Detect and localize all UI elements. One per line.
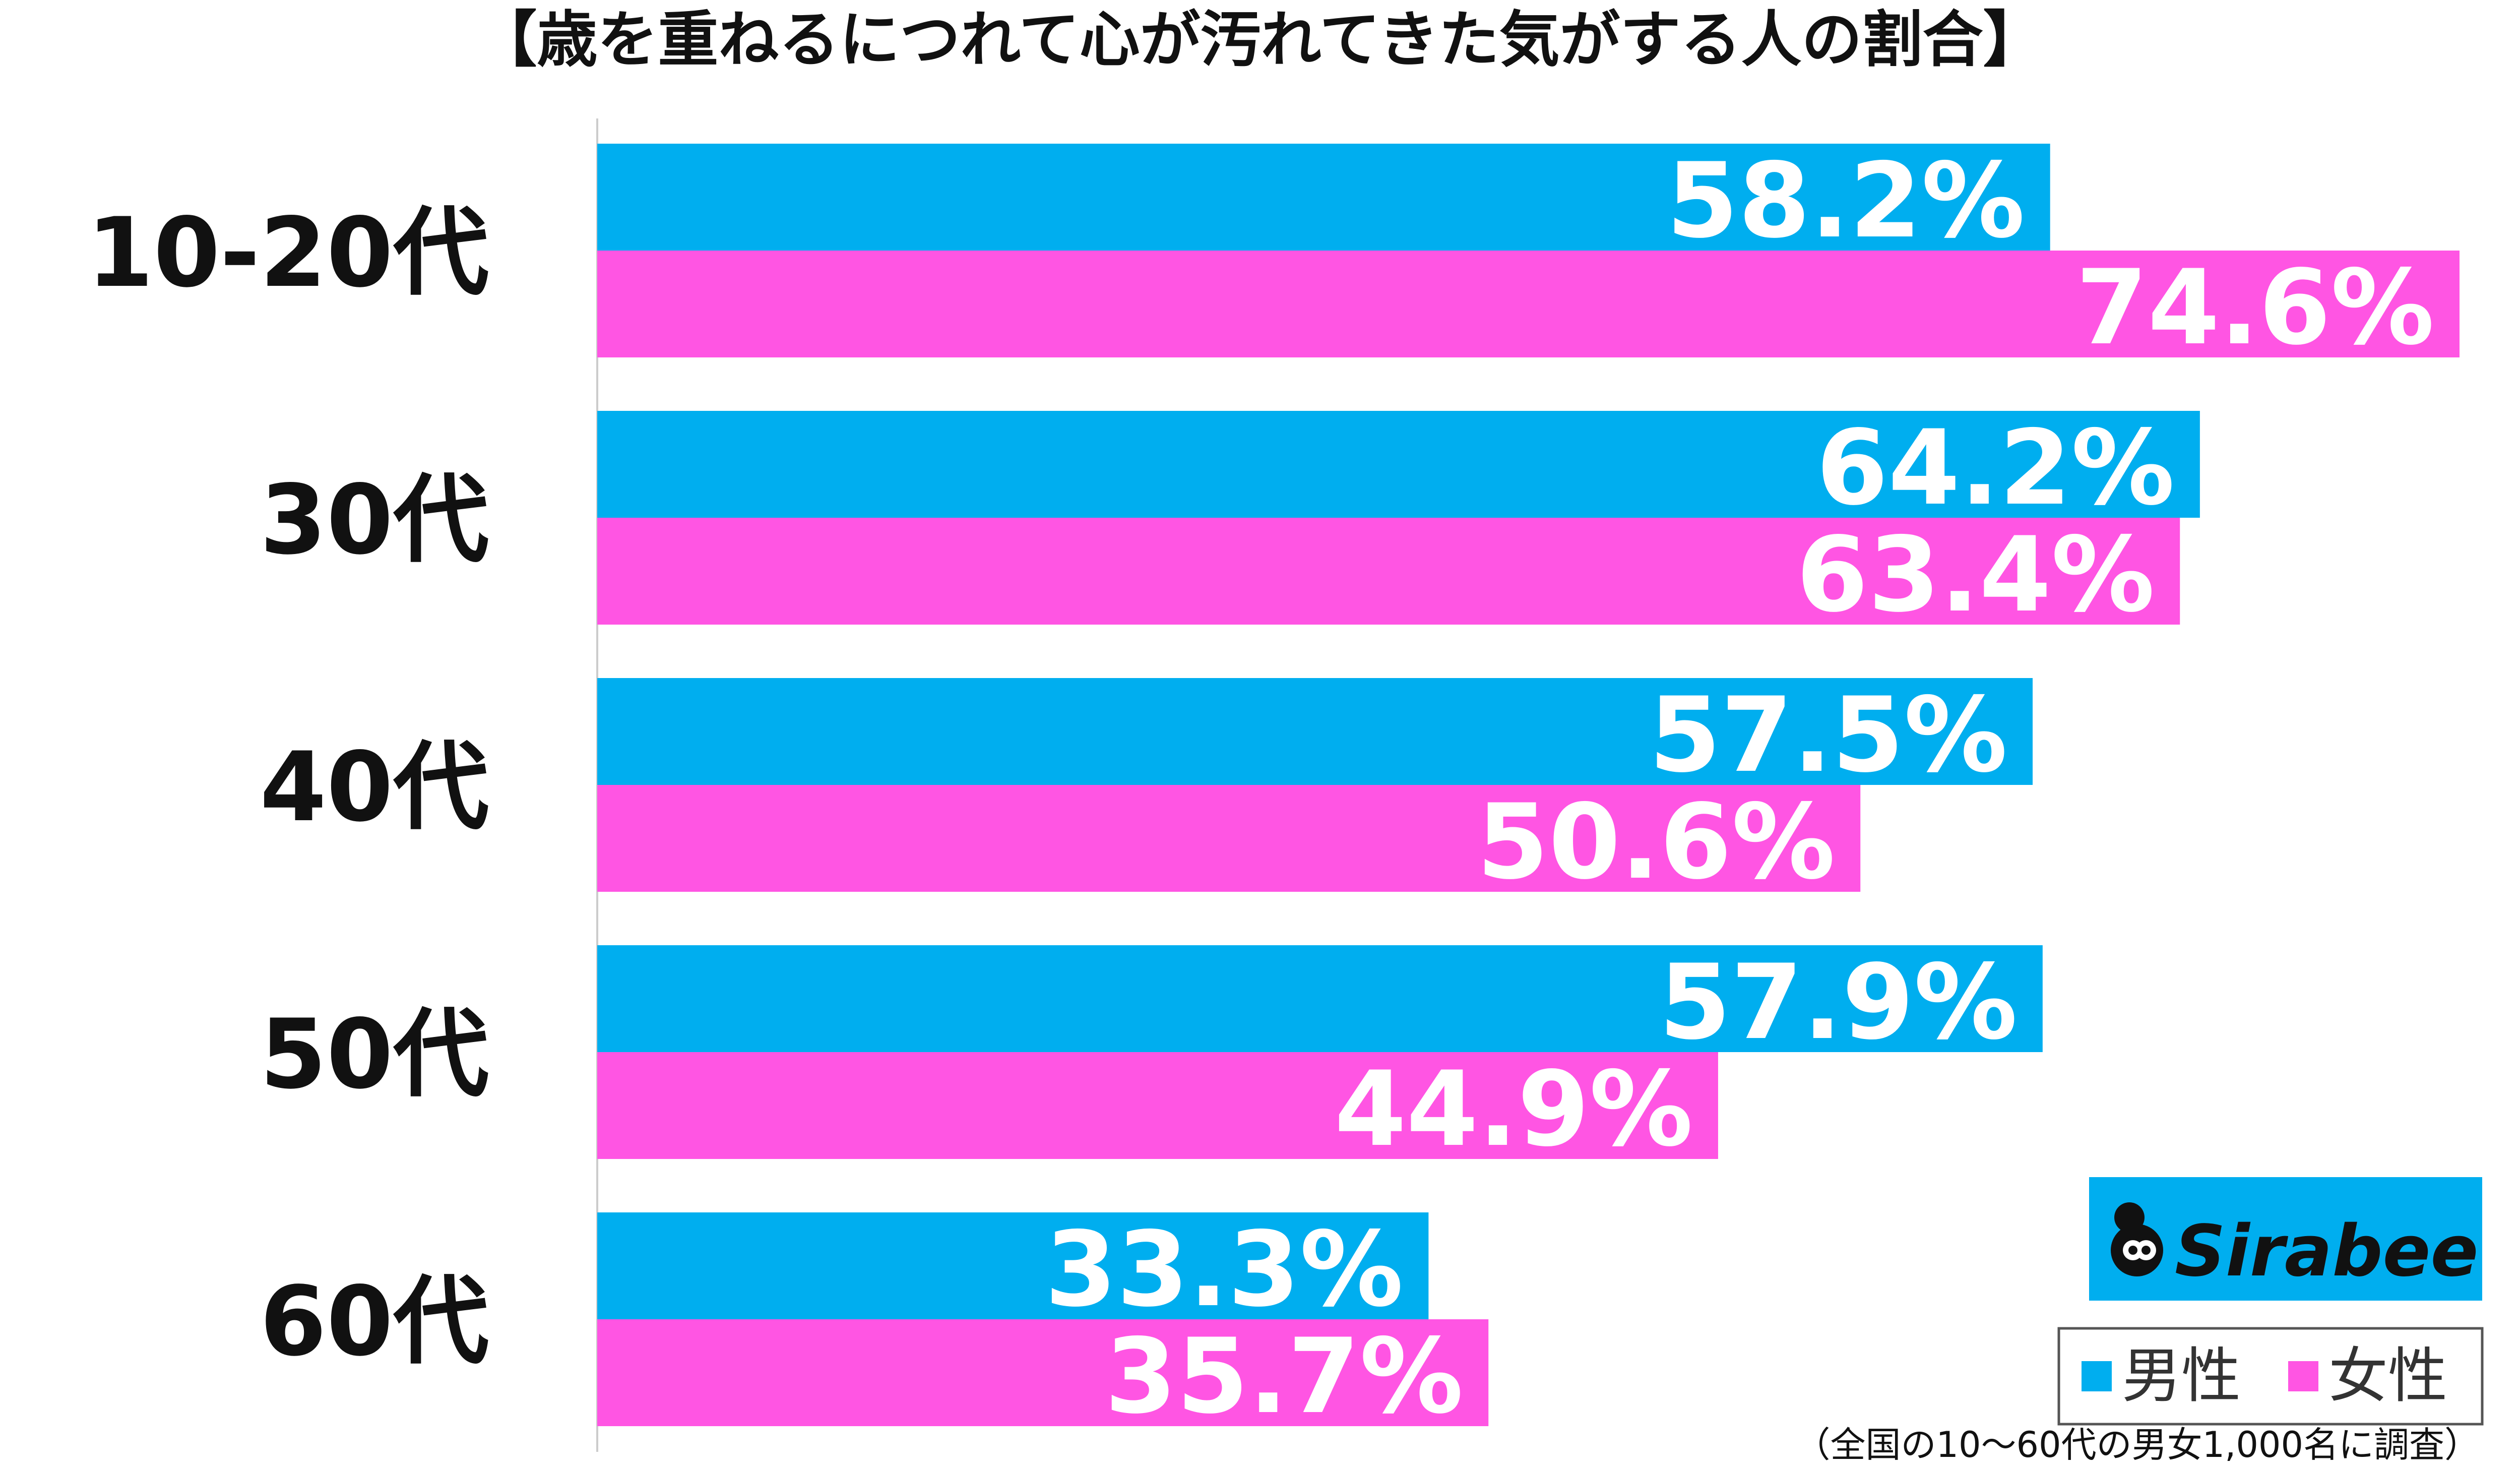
legend-label-male: 男性 [2122,1341,2241,1411]
bar-male [597,678,2033,785]
value-label: 33.3% [1045,1210,1403,1330]
value-label: 74.6% [2076,248,2434,368]
legend-label-female: 女性 [2328,1341,2447,1411]
category-labels: 10-20代 30代 40代 50代 60代 [87,197,489,1377]
category-label: 10-20代 [87,197,489,309]
value-label: 57.9% [1659,943,2018,1063]
value-label: 57.5% [1649,676,2007,796]
chart-title: 【歳を重ねるにつれて心が汚れてきた気がする人の割合】 [476,5,2043,75]
value-label: 35.7% [1105,1317,1463,1437]
bar-male [597,1212,1429,1319]
bars [597,144,2460,1426]
legend-swatch-male [2082,1361,2112,1391]
value-label: 64.2% [1816,408,2175,528]
bar-male [597,144,2050,251]
bar-male [597,945,2043,1052]
bar-male [597,411,2200,518]
value-label: 50.6% [1477,782,1835,902]
survey-note: （全国の10〜60代の男女1,000名に調査） [1795,1424,2480,1465]
category-label: 60代 [260,1266,489,1377]
legend-swatch-female [2288,1361,2318,1391]
value-label: 44.9% [1335,1050,1693,1170]
logo-text: Sirabee [2175,1210,2478,1293]
category-label: 40代 [260,731,489,843]
category-label: 50代 [260,999,489,1110]
sirabee-logo: Sirabee [2089,1177,2482,1301]
value-labels: 58.2% 74.6% 64.2%63.4% 57.5%50.6% 57.9%44.9%… [1045,141,2434,1437]
value-label: 58.2% [1666,141,2025,261]
legend-border [2057,1327,2484,1426]
bar-female [597,1052,1718,1159]
legend: 男性 女性 [2057,1327,2484,1426]
logo-mark-icon [2111,1202,2163,1276]
bar-female [597,785,1861,892]
value-label: 63.4% [1796,515,2155,635]
bar-female [597,251,2460,357]
bar-female [597,518,2180,625]
category-label: 30代 [260,464,489,576]
bar-female [597,1319,1489,1426]
